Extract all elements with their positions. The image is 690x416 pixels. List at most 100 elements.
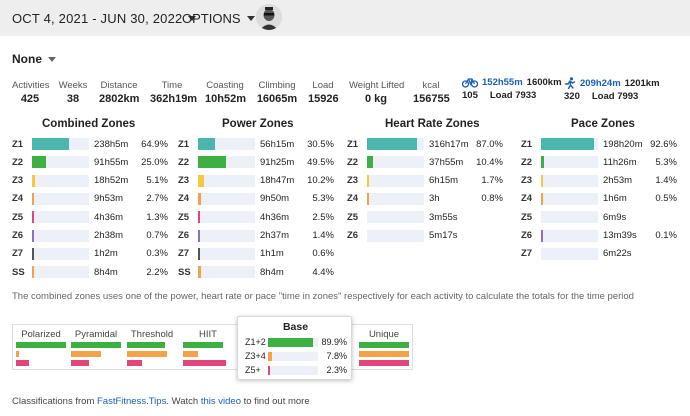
zone-row: Z6 13m39s 0.1%: [521, 229, 677, 243]
zone-percent: 5.3%: [655, 156, 677, 168]
zone-bar: [198, 266, 201, 279]
classification-pyramidal[interactable]: Pyramidal: [71, 329, 121, 340]
sport-duration: 152h55m: [482, 77, 523, 88]
bike-icon: [462, 78, 478, 88]
zone-time: 91h55m: [94, 156, 129, 168]
zone-row: Z3 6h15m 1.7%: [347, 174, 503, 188]
avatar[interactable]: [256, 4, 282, 30]
base-row-label: Z5+: [245, 365, 261, 375]
zone-time: 1h6m: [603, 193, 627, 205]
zone-percent: 0.3%: [146, 248, 168, 260]
stat-value: 15926: [308, 93, 339, 105]
zone-row: SS 8h4m 2.2%: [12, 265, 168, 279]
zone-time: 18h52m: [94, 175, 129, 187]
zone-time: 8h4m: [94, 266, 118, 278]
zone-table-title: Pace Zones: [571, 118, 635, 130]
zone-bar: [32, 192, 34, 205]
zone-row: Z2 91h55m 25.0%: [12, 155, 168, 169]
sport-duration: 209h24m: [580, 77, 621, 89]
zone-row: Z7 6m22s: [521, 247, 677, 261]
classification-hiit[interactable]: HIIT: [183, 329, 233, 340]
chevron-down-icon: [48, 56, 56, 62]
chevron-down-icon: [246, 16, 255, 21]
zone-bar-track: [32, 247, 89, 260]
zone-percent: 30.5%: [307, 138, 334, 150]
base-row-bar: [268, 338, 313, 347]
classification-bar: [359, 360, 409, 366]
zone-bar: [32, 266, 34, 279]
zone-row: Z2 11h26m 5.3%: [521, 155, 677, 169]
zone-bar: [32, 229, 34, 242]
zone-time: 6m9s: [603, 211, 627, 223]
options-dropdown[interactable]: OPTIONS: [182, 11, 255, 26]
zone-bar: [198, 229, 200, 242]
footer-prefix: Classifications from: [12, 396, 97, 407]
zone-percent: 4.4%: [312, 266, 334, 278]
base-row-pct: 89.9%: [321, 337, 347, 347]
classification-threshold[interactable]: Threshold: [127, 329, 177, 340]
zone-time: 2h38m: [94, 230, 124, 241]
classification-bar: [359, 351, 409, 357]
zone-label: Z7: [12, 248, 24, 260]
zone-time: 8h4m: [260, 266, 284, 278]
stat-value: 10h52m: [205, 93, 246, 105]
sport-load: Load 7993: [591, 91, 639, 102]
classification-unique[interactable]: Unique: [359, 329, 409, 340]
base-row-track: [268, 352, 318, 361]
zone-time: 13m39s: [603, 230, 637, 241]
zone-label: Z5: [12, 211, 24, 223]
zone-time: 316h17m: [429, 138, 469, 150]
zone-time: 37h55m: [429, 156, 464, 168]
zone-row: Z7 1h2m 0.3%: [12, 247, 168, 261]
footer-suffix: to find out more: [240, 396, 310, 407]
zone-bar-track: [32, 156, 89, 169]
zone-row: Z4 1h6m 0.5%: [521, 192, 677, 206]
video-link[interactable]: this video: [200, 396, 241, 407]
stat-weeks: Weeks 38: [58, 80, 88, 105]
zone-bar: [541, 192, 543, 205]
filter-dropdown[interactable]: None: [12, 52, 56, 66]
zone-percent: 92.6%: [650, 138, 677, 150]
zone-time: 2h37m: [260, 230, 290, 241]
zone-time: 5m17s: [429, 230, 458, 241]
stat-time: Time 362h19m: [150, 80, 197, 105]
user-avatar-icon: [256, 4, 282, 30]
zone-percent: 1.4%: [312, 230, 334, 241]
fastfitness-link[interactable]: FastFitness.Tips: [97, 396, 167, 407]
base-row: Z3+4 7.8%: [245, 351, 347, 362]
date-range-dropdown[interactable]: OCT 4, 2021 - JUN 30, 2022: [12, 11, 197, 26]
zone-percent: 1.4%: [655, 175, 677, 187]
zone-bar-track: [32, 211, 89, 224]
zone-percent: 5.3%: [312, 193, 334, 205]
zone-bar: [198, 192, 202, 205]
zone-label: Z7: [521, 248, 533, 260]
zone-time: 56h15m: [260, 138, 295, 150]
zone-row: Z6 2h38m 0.7%: [12, 229, 168, 243]
zone-row: Z6 2h37m 1.4%: [178, 229, 334, 243]
zone-label: SS: [178, 266, 191, 278]
zone-percent: 1.7%: [481, 175, 503, 187]
sport-count: 320: [564, 91, 580, 102]
zone-percent: 10.4%: [476, 156, 503, 168]
base-row-bar: [268, 366, 270, 375]
zone-label: Z6: [347, 230, 359, 241]
zone-bar: [198, 138, 216, 150]
zone-label: Z6: [521, 230, 533, 241]
zone-row: Z4 9h53m 2.7%: [12, 192, 168, 206]
zone-row: Z1 56h15m 30.5%: [178, 137, 334, 151]
options-label: OPTIONS: [182, 11, 241, 26]
zone-bar: [32, 247, 34, 260]
zone-time: 9h50m: [260, 193, 290, 205]
stat-label: Distance: [100, 80, 138, 91]
zone-bar: [367, 174, 369, 187]
classification-name: Unique: [368, 329, 400, 340]
zone-table-title: Combined Zones: [42, 118, 136, 130]
zone-bar: [367, 138, 417, 150]
zone-percent: 0.5%: [655, 193, 677, 205]
zone-bar: [367, 156, 373, 169]
classification-polarized[interactable]: Polarized: [16, 329, 66, 340]
zone-bar: [541, 229, 543, 242]
zone-percent: 0.7%: [146, 230, 168, 241]
zone-percent: 2.2%: [146, 266, 168, 278]
zone-bar-track: [541, 211, 598, 224]
